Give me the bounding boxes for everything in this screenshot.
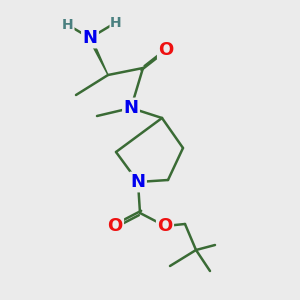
Text: O: O bbox=[158, 217, 172, 235]
Text: O: O bbox=[107, 217, 123, 235]
Text: H: H bbox=[110, 16, 122, 30]
Text: N: N bbox=[124, 99, 139, 117]
Text: N: N bbox=[130, 173, 146, 191]
Text: O: O bbox=[158, 41, 174, 59]
Text: H: H bbox=[62, 18, 74, 32]
Polygon shape bbox=[88, 37, 108, 75]
Text: N: N bbox=[82, 29, 98, 47]
